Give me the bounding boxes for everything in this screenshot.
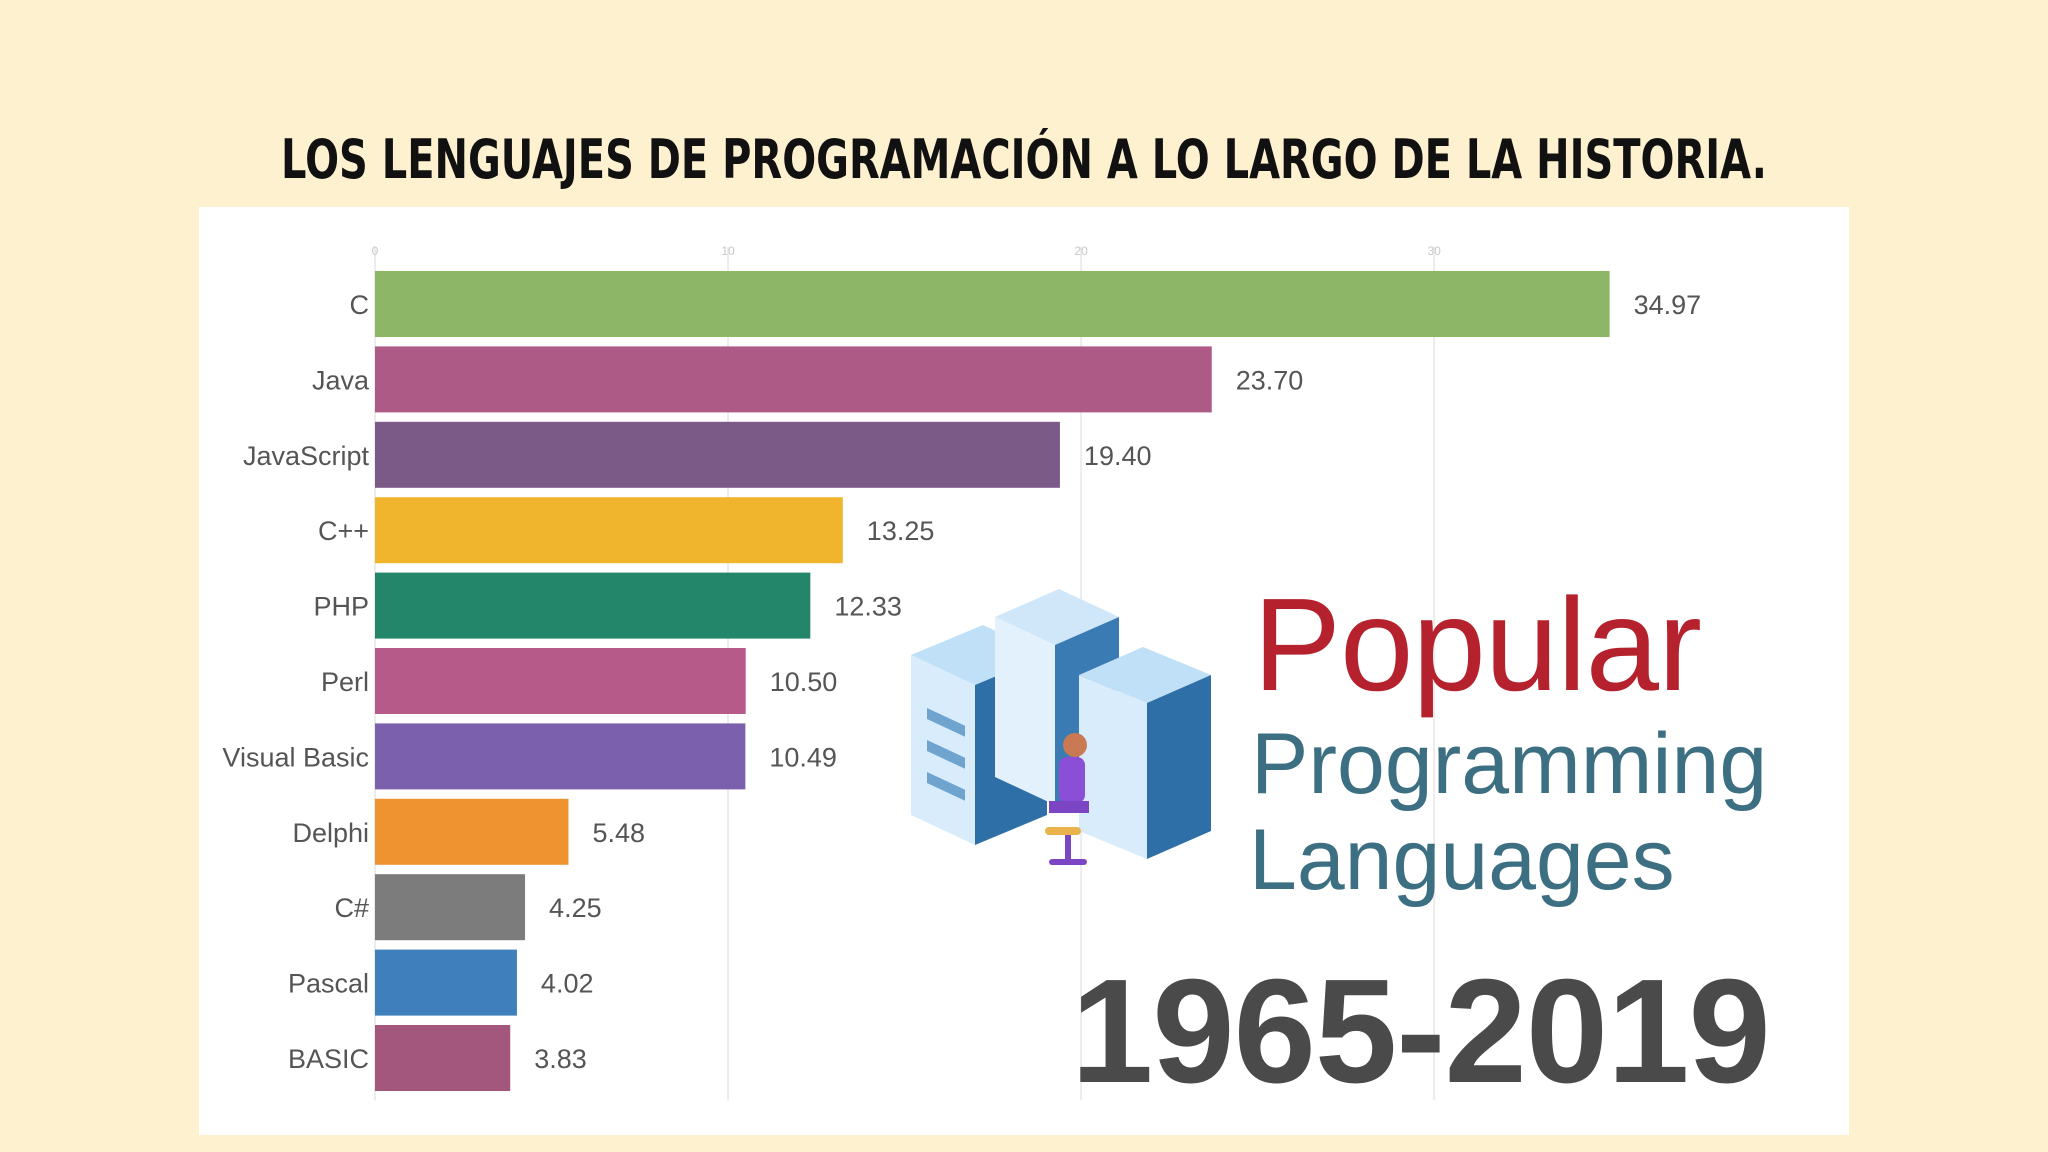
tick-label: 10 (721, 244, 735, 258)
value-label: 10.49 (769, 742, 837, 772)
category-label: JavaScript (243, 441, 370, 471)
value-label: 10.50 (770, 667, 838, 697)
category-label: C (350, 290, 370, 320)
category-label: Delphi (292, 818, 369, 848)
bar (375, 723, 746, 790)
category-label: PHP (313, 592, 369, 622)
bars (375, 271, 1610, 1091)
value-labels: 34.97 23.70 19.40 13.25 12.33 10.50 10.49 5.48 4… (534, 290, 1701, 1074)
overlay-years-text: 1965-2019 (1071, 949, 1771, 1114)
tick-labels: 0 10 20 30 (372, 244, 1442, 258)
bar (375, 421, 1060, 488)
category-labels: C Java JavaScript C++ PHP Perl Visual Basic Del… (222, 290, 370, 1074)
bar (375, 497, 843, 564)
category-label: Visual Basic (222, 742, 369, 772)
page-title: LOS LENGUAJES DE PROGRAMACIÓN A LO LARGO… (281, 128, 1767, 191)
category-label: Pascal (288, 969, 369, 999)
bar (375, 874, 526, 941)
category-label: BASIC (288, 1044, 369, 1074)
tick-label: 0 (372, 244, 379, 258)
overlay-languages-text: Languages (1249, 812, 1675, 908)
category-label: Perl (321, 667, 369, 697)
bar (375, 1025, 511, 1091)
bar (375, 346, 1212, 413)
chart-panel: 0 10 20 30 C Java JavaScript C++ PHP Perl Visual … (199, 207, 1849, 1135)
bar-chart: 0 10 20 30 C Java JavaScript C++ PHP Perl Visual … (222, 244, 1701, 1101)
value-label: 34.97 (1634, 290, 1702, 320)
value-label: 3.83 (534, 1044, 587, 1074)
value-label: 12.33 (834, 592, 902, 622)
value-label: 19.40 (1084, 441, 1152, 471)
bar (375, 271, 1610, 337)
value-label: 5.48 (592, 818, 645, 848)
value-label: 4.25 (549, 893, 602, 923)
category-label: C# (334, 893, 369, 923)
overlay-programming-text: Programming (1251, 716, 1768, 812)
value-label: 4.02 (541, 969, 594, 999)
bar (375, 572, 811, 639)
bar (375, 949, 517, 1016)
tick-label: 20 (1074, 244, 1088, 258)
value-label: 23.70 (1236, 365, 1304, 395)
tick-label: 30 (1427, 244, 1441, 258)
bar (375, 798, 569, 865)
value-label: 13.25 (867, 516, 935, 546)
server-illustration (911, 589, 1211, 865)
category-label: C++ (318, 516, 369, 546)
bar (375, 648, 746, 714)
overlay-popular-text: Popular (1253, 571, 1702, 718)
category-label: Java (312, 365, 370, 395)
